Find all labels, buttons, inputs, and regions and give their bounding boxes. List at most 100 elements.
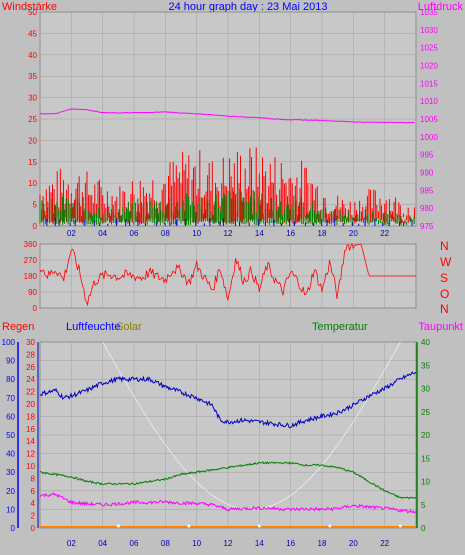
panel1-series [39, 108, 415, 226]
temperatur-tick-label: 5 [421, 501, 426, 510]
regen-tick-label: 40 [6, 450, 15, 459]
pressure-tick-label: 1010 [420, 97, 438, 106]
panel3-series [39, 341, 417, 528]
wind-direction-mini-series [46, 217, 413, 226]
pressure-tick-label: 1005 [420, 115, 438, 124]
panel1-left-ticks: 0 5 10 15 20 25 30 35 40 45 50 [28, 8, 37, 231]
luftfeuchte-tick-label: 24 [26, 375, 35, 384]
panel3-x-ticks: 02 04 06 08 10 12 14 16 18 20 22 [67, 539, 390, 548]
header-left: Windstärke [2, 1, 57, 13]
regen-tick-label: 20 [6, 487, 15, 496]
temperatur-label: Temperatur [312, 321, 368, 333]
temperatur-tick-label: 40 [421, 338, 430, 347]
regen-label: Regen [2, 321, 34, 333]
wind-tick-label: 0 [33, 222, 38, 231]
x-tick-label: 06 [130, 229, 139, 238]
pressure-tick-label: 1020 [420, 62, 438, 71]
panel2-left-ticks: 0 90 180 270 360 [24, 240, 38, 313]
regen-tick-label: 100 [2, 338, 16, 347]
temperatur-tick-label: 20 [421, 431, 430, 440]
x-tick-label: 02 [67, 539, 76, 548]
x-tick-label: 10 [192, 539, 201, 548]
regen-tick-label: 70 [6, 394, 15, 403]
x-tick-label: 08 [161, 229, 170, 238]
regen-tick-label: 0 [11, 524, 16, 533]
luftfeuchte-tick-label: 14 [26, 437, 35, 446]
x-tick-label: 04 [98, 539, 107, 548]
direction-tick-label: 90 [28, 288, 37, 297]
direction-tick-label: 0 [33, 304, 38, 313]
x-tick-label: 06 [130, 539, 139, 548]
temperatur-ticks: 0 5 10 15 20 25 30 35 40 [421, 338, 430, 533]
compass-o: O [440, 287, 449, 301]
solar-marker [398, 524, 402, 528]
compass-n-top: N [440, 239, 449, 253]
temperatur-tick-label: 0 [421, 524, 426, 533]
x-tick-label: 20 [349, 539, 358, 548]
x-tick-label: 14 [255, 229, 264, 238]
x-tick-label: 12 [224, 229, 233, 238]
compass-s: S [440, 271, 448, 285]
panel1-grid [39, 11, 417, 227]
luftfeuchte-tick-label: 16 [26, 425, 35, 434]
pressure-tick-label: 1015 [420, 79, 438, 88]
x-tick-label: 16 [286, 229, 295, 238]
panel2-series [39, 243, 416, 307]
x-tick-label: 20 [349, 229, 358, 238]
regen-tick-label: 80 [6, 375, 15, 384]
temperatur-tick-label: 30 [421, 385, 430, 394]
luftfeuchte-tick-label: 4 [31, 499, 36, 508]
regen-tick-label: 90 [6, 357, 15, 366]
x-tick-label: 04 [98, 229, 107, 238]
solar-label: Solar [116, 321, 142, 333]
luftfeuchte-tick-label: 8 [31, 474, 36, 483]
x-tick-label: 08 [161, 539, 170, 548]
regen-tick-label: 60 [6, 412, 15, 421]
temperatur-tick-label: 15 [421, 454, 430, 463]
wind-tick-label: 35 [28, 72, 37, 81]
pressure-tick-label: 980 [420, 204, 434, 213]
temperatur-tick-label: 25 [421, 408, 430, 417]
wind-tick-label: 25 [28, 115, 37, 124]
wind-tick-label: 20 [28, 136, 37, 145]
luftfeuchte-tick-label: 28 [26, 350, 35, 359]
temperatur-tick-label: 10 [421, 478, 430, 487]
luftfeuchte-tick-label: 20 [26, 400, 35, 409]
solar-marker [328, 524, 332, 528]
x-tick-label: 10 [192, 229, 201, 238]
x-tick-label: 14 [255, 539, 264, 548]
temperatur-series [39, 461, 417, 500]
taupunkt-label: Taupunkt [418, 321, 463, 333]
compass-w: W [440, 255, 452, 269]
temperatur-tick-label: 35 [421, 361, 430, 370]
direction-tick-label: 360 [24, 240, 38, 249]
luftfeuchte-tick-label: 0 [31, 524, 36, 533]
direction-tick-label: 270 [24, 256, 38, 265]
regen-tick-label: 50 [6, 431, 15, 440]
panel1-right-ticks: 975 980 985 990 995 1000 1005 1010 1015 1020 1025 1… [420, 8, 438, 231]
x-tick-label: 18 [318, 229, 327, 238]
solar-marker [116, 524, 120, 528]
x-tick-label: 22 [380, 229, 389, 238]
pressure-tick-label: 1035 [420, 8, 438, 17]
luftfeuchte-tick-label: 2 [31, 512, 36, 521]
pressure-tick-label: 1025 [420, 44, 438, 53]
wind-direction-series [39, 243, 416, 307]
wind-tick-label: 10 [28, 179, 37, 188]
x-tick-label: 16 [286, 539, 295, 548]
x-tick-label: 22 [380, 539, 389, 548]
panel2-grid [39, 243, 417, 309]
luftfeuchte-tick-label: 6 [31, 487, 36, 496]
header-center: 24 hour graph day : 23 Mai 2013 [168, 1, 327, 13]
regen-tick-label: 10 [6, 505, 15, 514]
taupunkt-series [39, 492, 417, 514]
luftfeuchte-tick-label: 30 [26, 338, 35, 347]
panel1-x-ticks: 02 04 06 08 10 12 14 16 18 20 22 [67, 229, 390, 238]
pressure-tick-label: 1030 [420, 26, 438, 35]
pressure-tick-label: 1000 [420, 133, 438, 142]
regen-ticks: 0 10 20 30 40 50 60 70 80 90 100 [2, 338, 16, 533]
header-right: Luftdruck [418, 1, 464, 13]
